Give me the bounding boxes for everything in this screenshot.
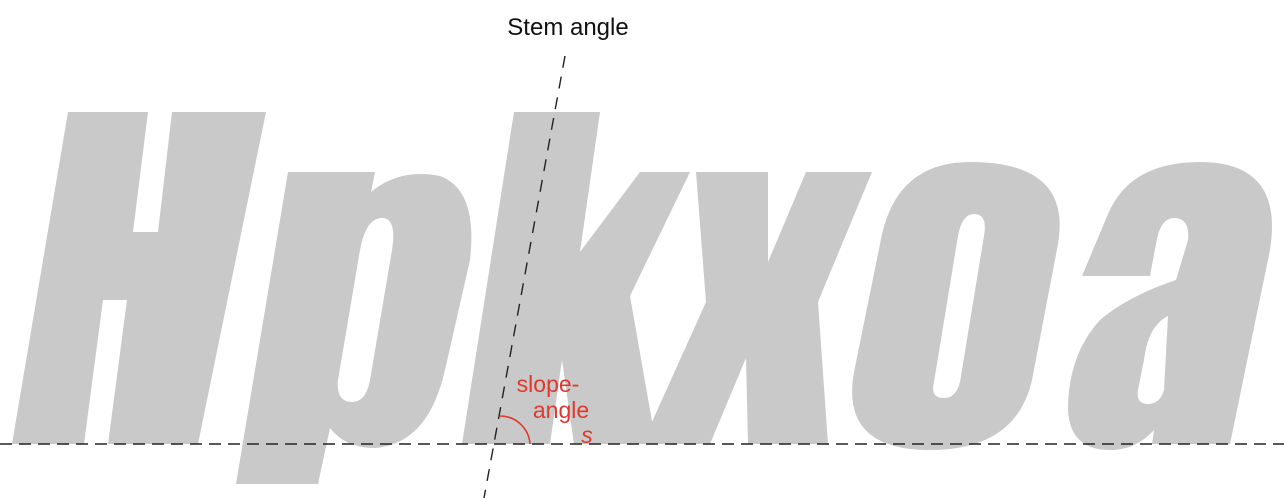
slope-angle-label-line2: angle [533, 397, 589, 423]
glyph-x [642, 172, 872, 444]
glyph-group [12, 112, 1272, 484]
diagram-title: Stem angle [507, 14, 628, 41]
glyph-k [462, 112, 690, 444]
glyph-o [852, 162, 1060, 450]
slope-angle-label-line1: slope- [517, 371, 580, 397]
slope-angle-arc [499, 415, 531, 445]
stem-angle-dashed-line [483, 55, 566, 498]
glyph-a [1068, 162, 1272, 450]
glyph-p [236, 172, 472, 484]
glyph-H [12, 112, 266, 444]
slope-angle-variable: s [581, 422, 593, 448]
